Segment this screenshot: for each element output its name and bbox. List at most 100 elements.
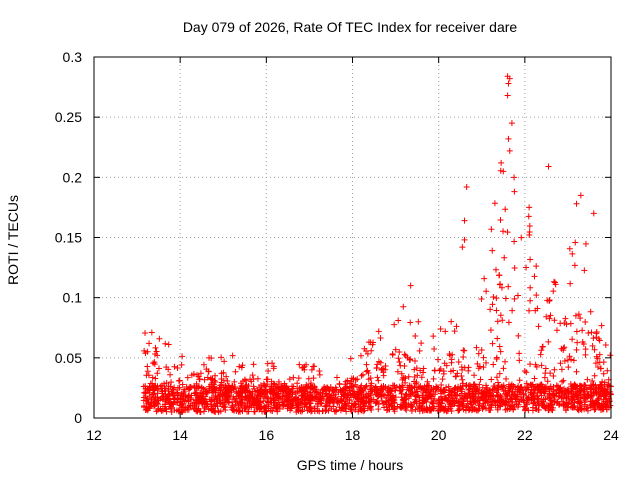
data-point bbox=[536, 385, 543, 392]
data-point bbox=[460, 353, 467, 360]
data-point bbox=[448, 407, 455, 414]
data-point bbox=[368, 396, 375, 403]
data-point bbox=[560, 377, 567, 384]
data-point bbox=[208, 397, 215, 404]
data-point bbox=[382, 398, 389, 405]
data-point bbox=[418, 374, 425, 381]
data-point bbox=[391, 404, 398, 411]
data-point bbox=[578, 385, 585, 392]
data-point bbox=[563, 407, 570, 414]
data-point bbox=[500, 228, 507, 235]
y-tick-label: 0.1 bbox=[63, 290, 83, 306]
data-point bbox=[375, 406, 382, 413]
data-point bbox=[498, 383, 505, 390]
data-point bbox=[231, 378, 238, 385]
grid-lines bbox=[94, 57, 611, 418]
data-point bbox=[365, 376, 372, 383]
x-tick-label: 14 bbox=[172, 427, 188, 443]
data-point bbox=[411, 374, 418, 381]
data-point bbox=[459, 390, 466, 397]
data-point bbox=[420, 365, 427, 372]
data-point bbox=[162, 387, 169, 394]
data-point bbox=[407, 282, 414, 289]
data-point bbox=[587, 382, 594, 389]
data-point bbox=[405, 386, 412, 393]
data-point bbox=[461, 364, 468, 371]
data-point bbox=[500, 168, 507, 175]
data-point bbox=[412, 332, 419, 339]
data-point bbox=[368, 347, 375, 354]
data-point bbox=[240, 386, 247, 393]
data-point bbox=[579, 327, 586, 334]
data-point bbox=[446, 400, 453, 407]
data-point bbox=[265, 405, 272, 412]
data-point bbox=[217, 400, 224, 407]
data-point bbox=[450, 391, 457, 398]
data-point bbox=[405, 373, 412, 380]
data-point bbox=[561, 344, 568, 351]
data-point bbox=[572, 391, 579, 398]
data-point bbox=[604, 367, 611, 374]
data-point bbox=[590, 402, 597, 409]
data-point bbox=[424, 406, 431, 413]
data-point bbox=[224, 398, 231, 405]
data-point bbox=[420, 369, 427, 376]
data-point bbox=[452, 384, 459, 391]
data-point bbox=[184, 394, 191, 401]
data-point bbox=[587, 308, 594, 315]
data-point bbox=[365, 370, 372, 377]
data-point bbox=[440, 368, 447, 375]
data-point bbox=[539, 343, 546, 350]
data-point bbox=[603, 389, 610, 396]
data-point bbox=[307, 408, 314, 415]
data-point bbox=[373, 399, 380, 406]
data-point bbox=[249, 395, 256, 402]
data-point bbox=[591, 346, 598, 353]
data-point bbox=[511, 295, 518, 302]
data-point bbox=[263, 388, 270, 395]
data-point bbox=[179, 381, 186, 388]
data-point bbox=[374, 374, 381, 381]
data-point bbox=[472, 399, 479, 406]
data-point bbox=[249, 393, 256, 400]
data-point bbox=[254, 375, 261, 382]
data-point bbox=[327, 396, 334, 403]
data-point bbox=[214, 396, 221, 403]
data-point bbox=[570, 394, 577, 401]
data-point bbox=[341, 400, 348, 407]
data-point bbox=[454, 370, 461, 377]
data-point bbox=[480, 394, 487, 401]
data-point bbox=[489, 398, 496, 405]
data-point bbox=[588, 386, 595, 393]
data-point bbox=[532, 402, 539, 409]
data-point bbox=[394, 403, 401, 410]
data-point bbox=[405, 395, 412, 402]
data-point bbox=[419, 403, 426, 410]
data-point bbox=[565, 364, 572, 371]
data-point bbox=[437, 325, 444, 332]
data-point bbox=[268, 399, 275, 406]
data-point bbox=[515, 332, 522, 339]
data-point bbox=[461, 236, 468, 243]
data-point bbox=[489, 386, 496, 393]
data-point bbox=[399, 376, 406, 383]
data-point bbox=[396, 349, 403, 356]
data-point bbox=[232, 401, 239, 408]
data-point bbox=[527, 297, 534, 304]
data-point bbox=[598, 392, 605, 399]
data-point bbox=[575, 406, 582, 413]
data-point bbox=[155, 401, 162, 408]
data-point bbox=[363, 361, 370, 368]
data-point bbox=[509, 307, 516, 314]
data-point bbox=[155, 365, 162, 372]
data-point bbox=[238, 399, 245, 406]
data-point bbox=[550, 373, 557, 380]
data-point bbox=[446, 351, 453, 358]
data-point bbox=[584, 376, 591, 383]
data-point bbox=[477, 376, 484, 383]
data-point bbox=[532, 361, 539, 368]
data-point bbox=[430, 333, 437, 340]
data-point bbox=[402, 379, 409, 386]
data-point bbox=[302, 389, 309, 396]
data-point bbox=[493, 374, 500, 381]
